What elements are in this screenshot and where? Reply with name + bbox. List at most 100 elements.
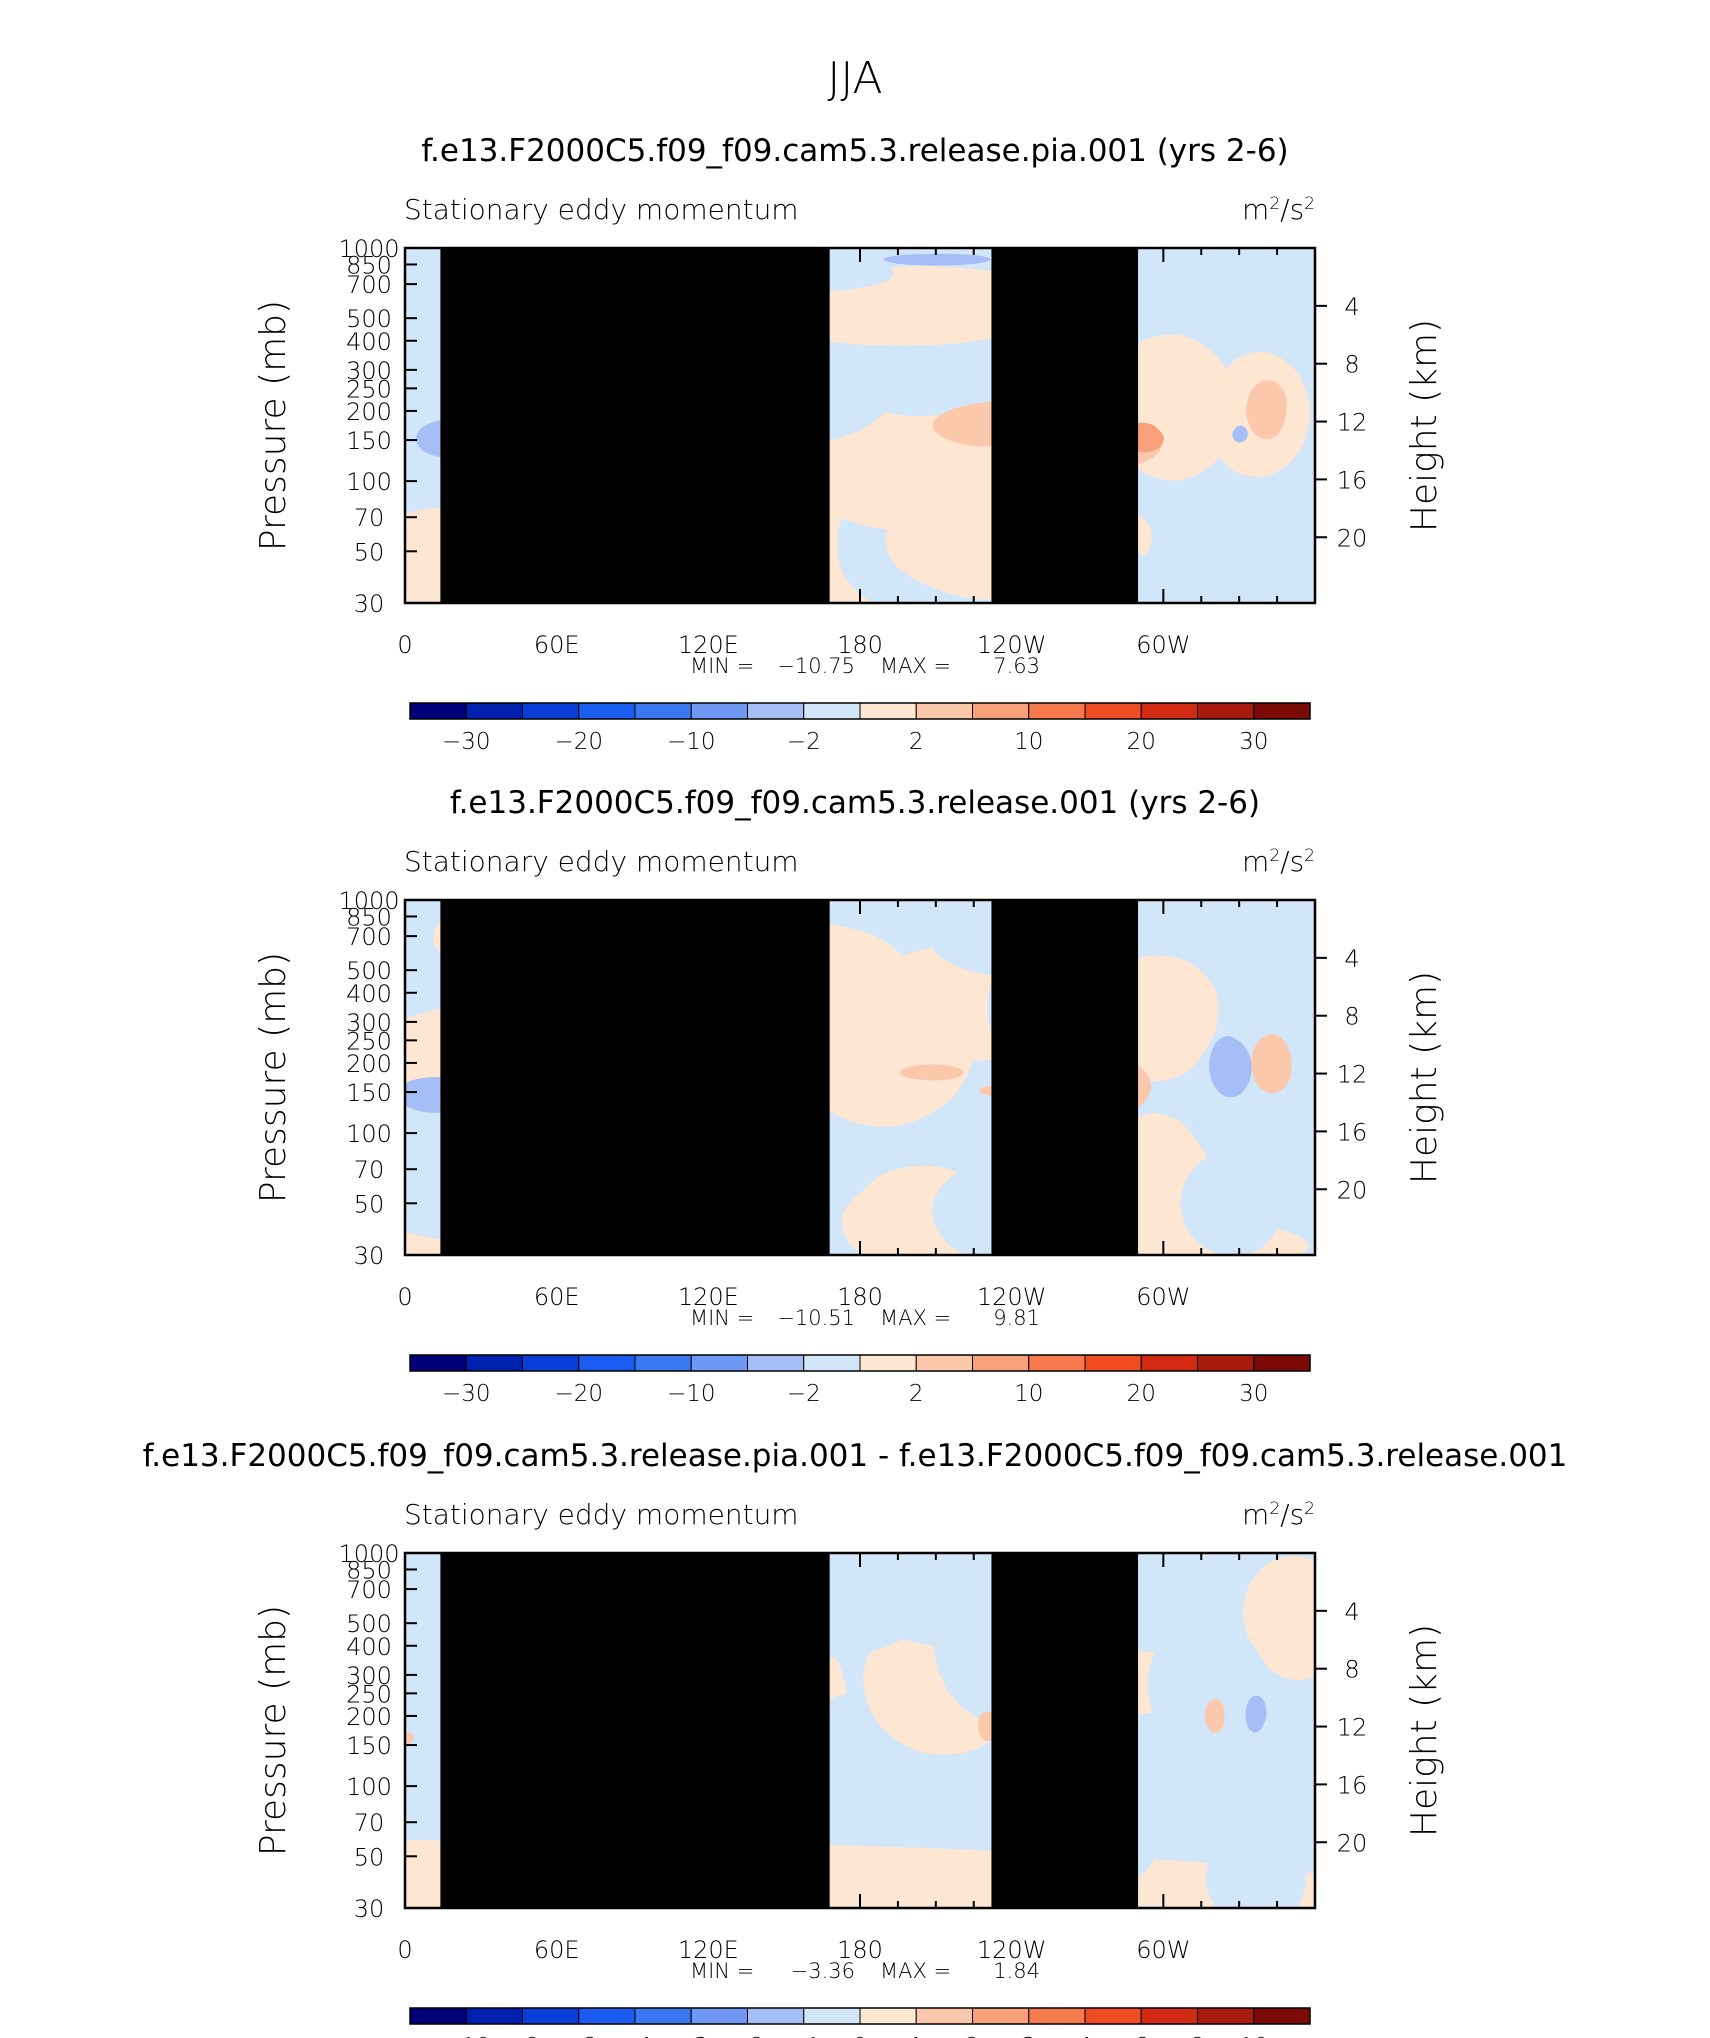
colorbar-swatch <box>522 2007 580 2025</box>
contour-region <box>1251 1034 1292 1094</box>
contour-region <box>1209 1036 1252 1098</box>
colorbar-label: −4 <box>618 2034 652 2038</box>
colorbar-label: 10 <box>1239 2034 1268 2038</box>
colorbar-swatch <box>465 702 523 720</box>
colorbar-swatch <box>409 1354 467 1372</box>
pressure-tick-label: 850 <box>346 251 392 279</box>
height-tick-label: 20 <box>1337 1176 1368 1204</box>
colorbar-label: −10 <box>667 1381 716 1407</box>
max-value: 1.84 <box>993 1959 1040 1983</box>
colorbar-label: 2 <box>965 2034 980 2038</box>
height-tick-label: 20 <box>1337 1829 1368 1857</box>
pressure-tick-label: 70 <box>354 1156 385 1184</box>
height-tick-label: 8 <box>1344 351 1359 379</box>
units-part: 2 <box>1304 846 1315 866</box>
units-label: m2/s2 <box>1242 845 1315 878</box>
colorbar-label: 20 <box>1127 729 1156 755</box>
colorbar-label: 4 <box>1078 2034 1093 2038</box>
contour-fill <box>405 900 1309 1255</box>
colorbar-label: −2 <box>787 729 821 755</box>
lon-tick-label: 60E <box>534 1283 580 1311</box>
chart-subtitle: Stationary eddy momentum <box>404 193 799 226</box>
pressure-tick-label: 500 <box>346 305 392 333</box>
colorbar-label: 0 <box>853 2034 868 2038</box>
colorbar-swatch <box>522 1354 580 1372</box>
colorbar-swatch <box>578 702 636 720</box>
colorbar-label: 8 <box>1190 2034 1205 2038</box>
min-label: MIN = <box>690 1306 754 1330</box>
pressure-tick-label: 400 <box>346 1633 392 1661</box>
colorbar-swatch <box>690 1354 748 1372</box>
colorbar-swatch <box>634 2007 692 2025</box>
pressure-tick-label: 100 <box>346 1773 392 1801</box>
colorbar-swatch <box>1028 702 1086 720</box>
contour-region <box>1232 425 1248 443</box>
colorbar-label: 30 <box>1239 729 1268 755</box>
units-part: m <box>1242 1498 1269 1531</box>
pressure-tick-label: 700 <box>346 923 392 951</box>
colorbar-swatch <box>1140 1354 1198 1372</box>
height-tick-label: 16 <box>1337 1771 1368 1799</box>
colorbar-label: 1 <box>909 2034 924 2038</box>
contour-fill <box>405 1553 1315 1908</box>
pressure-tick-label: 700 <box>346 1576 392 1604</box>
pressure-tick-label: 500 <box>346 1610 392 1638</box>
pressure-tick-label: 850 <box>346 1556 392 1584</box>
colorbar-label: −10 <box>667 729 716 755</box>
colorbar-swatch <box>747 1354 805 1372</box>
pressure-tick-label: 1000 <box>338 887 399 915</box>
chart-title: f.e13.F2000C5.f09_f09.cam5.3.release.001… <box>450 785 1260 821</box>
chart-panel-1: f.e13.F2000C5.f09_f09.cam5.3.release.pia… <box>253 133 1445 755</box>
topography <box>496 1553 603 1908</box>
pressure-tick-label: 30 <box>354 590 385 618</box>
y-axis-label: Pressure (mb) <box>253 1605 294 1856</box>
colorbar-label: −20 <box>554 729 603 755</box>
chart-panel-3: f.e13.F2000C5.f09_f09.cam5.3.release.pia… <box>143 1438 1568 2038</box>
topography <box>1062 900 1139 1255</box>
units-part: 2 <box>1304 194 1315 214</box>
units-part: 2 <box>1269 194 1280 214</box>
chart-title: f.e13.F2000C5.f09_f09.cam5.3.release.pia… <box>143 1438 1568 1474</box>
y2-axis-label: Height (km) <box>1404 971 1445 1184</box>
colorbar-swatch <box>803 1354 861 1372</box>
colorbar-label: −30 <box>442 1381 491 1407</box>
units-part: m <box>1242 845 1269 878</box>
colorbar-label: −8 <box>506 2034 540 2038</box>
lon-tick-label: 180 <box>837 1936 883 1964</box>
lon-tick-label: 60W <box>1136 631 1190 659</box>
pressure-tick-label: 50 <box>354 538 385 566</box>
lon-tick-label: 60W <box>1136 1283 1190 1311</box>
topography <box>1062 1553 1139 1908</box>
contour-region <box>1243 1556 1315 1681</box>
pressure-tick-label: 150 <box>346 427 392 455</box>
lon-tick-label: 120E <box>678 631 739 659</box>
contour-region <box>1155 500 1258 603</box>
max-label: MAX = <box>880 1959 951 1983</box>
colorbar-swatch <box>1140 702 1198 720</box>
pressure-tick-label: 150 <box>346 1732 392 1760</box>
colorbar-label: 10 <box>1014 1381 1043 1407</box>
units-label: m2/s2 <box>1242 1498 1315 1531</box>
topography <box>1062 248 1139 603</box>
colorbar-swatch <box>859 1354 917 1372</box>
height-tick-label: 20 <box>1337 524 1368 552</box>
contour-region <box>1205 1824 1307 1908</box>
colorbar-swatch <box>747 2007 805 2025</box>
pressure-tick-label: 30 <box>354 1242 385 1270</box>
colorbar-swatch <box>465 1354 523 1372</box>
units-label: m2/s2 <box>1242 193 1315 226</box>
height-tick-label: 12 <box>1337 1061 1368 1089</box>
min-value: −10.75 <box>777 654 855 678</box>
colorbar-label: 30 <box>1239 1381 1268 1407</box>
pressure-tick-label: 50 <box>354 1190 385 1218</box>
pressure-tick-label: 30 <box>354 1895 385 1923</box>
pressure-tick-label: 500 <box>346 957 392 985</box>
pressure-tick-label: 850 <box>346 903 392 931</box>
y2-axis-label: Height (km) <box>1404 1624 1445 1837</box>
colorbar-swatch <box>1197 1354 1255 1372</box>
lon-tick-label: 120W <box>977 1283 1047 1311</box>
colorbar-label: −10 <box>442 2034 491 2038</box>
y2-axis-label: Height (km) <box>1404 319 1445 532</box>
colorbar-swatch <box>409 702 467 720</box>
contour-region <box>405 1731 414 1745</box>
